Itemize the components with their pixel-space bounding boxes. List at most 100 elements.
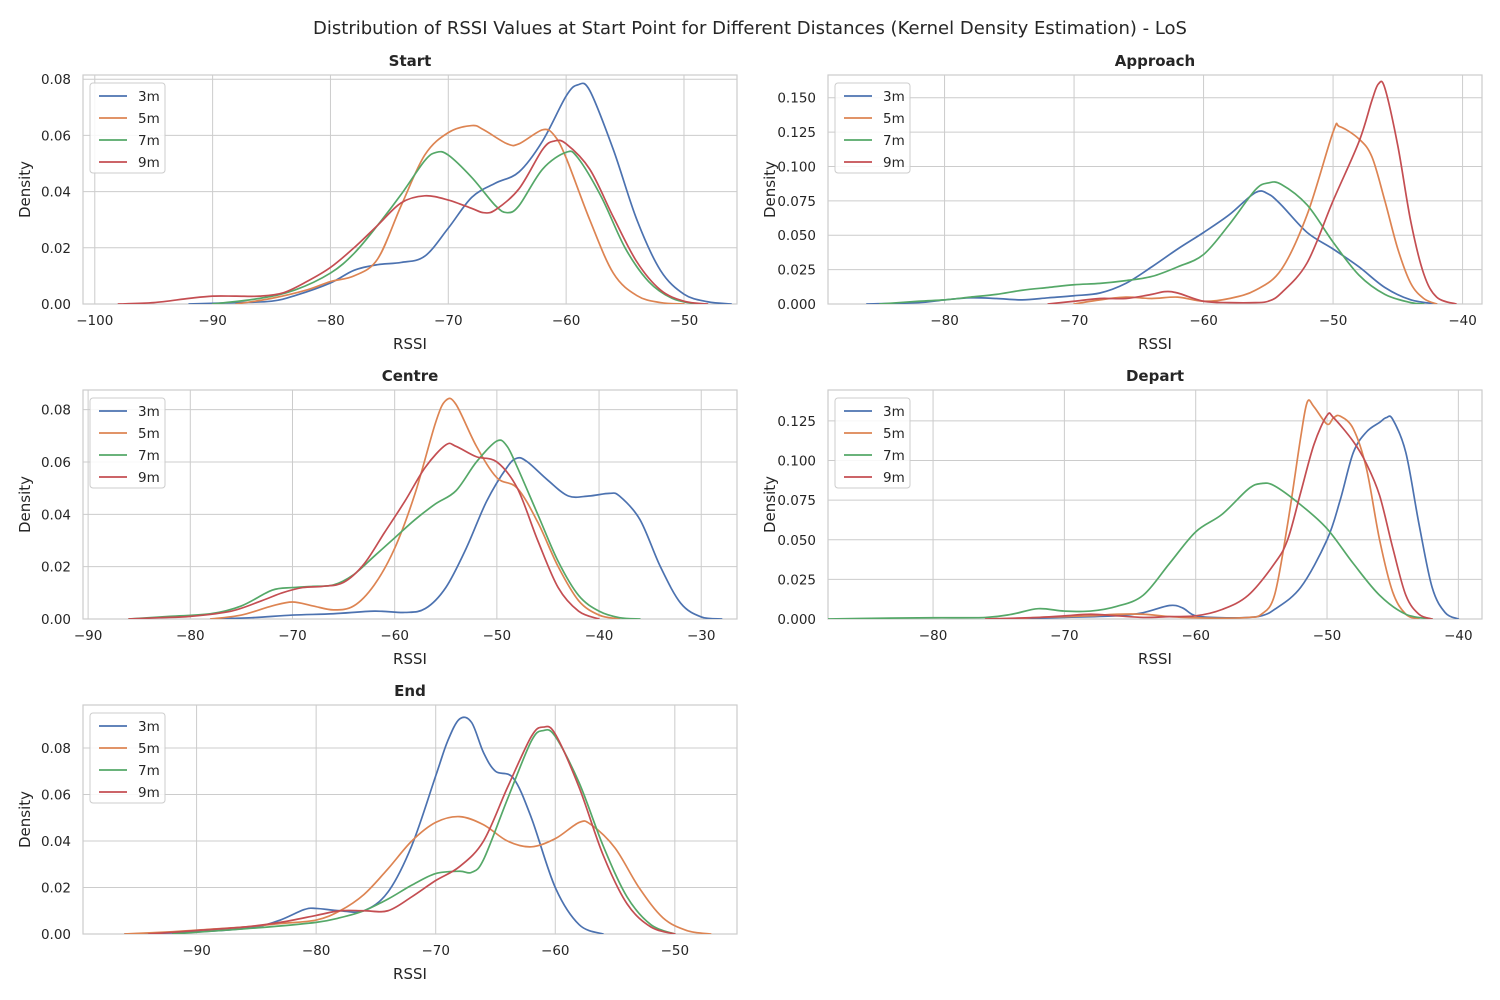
x-tick-label: −90 <box>182 943 211 959</box>
y-tick-label: 0.125 <box>777 414 816 430</box>
legend-label: 9m <box>138 785 160 801</box>
x-tick-label: −50 <box>670 313 699 329</box>
legend-label: 7m <box>883 448 905 464</box>
y-tick-label: 0.000 <box>777 612 816 628</box>
legend-label: 3m <box>138 404 160 420</box>
kde-line-5m <box>1073 122 1438 304</box>
kde-line-9m <box>128 442 600 619</box>
kde-line-7m <box>878 181 1425 304</box>
x-tick-label: −80 <box>176 628 205 644</box>
x-tick-label: −60 <box>380 628 409 644</box>
y-axis-label: Density <box>761 476 779 533</box>
legend-label: 5m <box>138 426 160 442</box>
legend-box <box>89 82 166 174</box>
y-tick-label: 0.02 <box>41 881 71 897</box>
x-tick-label: −40 <box>1448 313 1477 329</box>
kde-line-3m <box>1011 415 1460 619</box>
y-tick-label: 0.050 <box>777 533 816 549</box>
y-tick-label: 0.08 <box>41 741 71 757</box>
kde-line-9m <box>984 412 1433 619</box>
kde-line-3m <box>866 190 1438 304</box>
x-tick-label: −80 <box>316 313 345 329</box>
y-tick-label: 0.00 <box>41 612 71 628</box>
legend-box <box>89 397 166 489</box>
x-tick-label: −70 <box>1060 313 1089 329</box>
y-tick-label: 0.00 <box>41 927 71 943</box>
x-tick-label: −70 <box>434 313 463 329</box>
legend-label: 7m <box>138 448 160 464</box>
x-axis-label: RSSI <box>393 965 427 983</box>
y-tick-label: 0.125 <box>777 125 816 141</box>
legend-label: 9m <box>883 470 905 486</box>
legend-label: 3m <box>883 404 905 420</box>
x-tick-label: −90 <box>198 313 227 329</box>
y-tick-label: 0.100 <box>777 454 816 470</box>
y-tick-label: 0.025 <box>777 263 816 279</box>
kde-line-9m <box>147 725 676 934</box>
x-tick-label: −100 <box>76 313 113 329</box>
y-tick-label: 0.08 <box>41 403 71 419</box>
y-tick-label: 0.075 <box>777 194 816 210</box>
legend-label: 5m <box>883 111 905 127</box>
subplot-end: End −90 −80 −70 −60 −50 0.00 0.02 0.04 0.06 0.08 RS… <box>16 682 738 983</box>
y-tick-label: 0.02 <box>41 241 71 257</box>
y-tick-label: 0.000 <box>777 297 816 313</box>
y-tick-label: 0.050 <box>777 228 816 244</box>
y-axis-label: Density <box>761 161 779 218</box>
x-tick-label: −70 <box>421 943 450 959</box>
kde-line-9m <box>117 139 709 304</box>
legend-label: 7m <box>138 133 160 149</box>
x-tick-label: −60 <box>541 943 570 959</box>
y-axis-label: Density <box>16 791 34 848</box>
legend-label: 3m <box>138 89 160 105</box>
subplot-title: Approach <box>1115 52 1195 70</box>
series-group <box>828 399 1460 619</box>
plot-frame <box>827 74 1483 305</box>
kde-line-3m <box>209 456 723 619</box>
kde-line-5m <box>209 397 621 619</box>
x-tick-label: −40 <box>585 628 614 644</box>
subplot-depart: Depart −80 −70 −60 −50 −40 0.000 0.025 0.050 0.07… <box>761 367 1483 668</box>
x-tick-label: −50 <box>483 628 512 644</box>
x-tick-label: −90 <box>74 628 103 644</box>
subplot-title: Depart <box>1126 367 1184 385</box>
y-tick-label: 0.06 <box>41 128 71 144</box>
kde-line-7m <box>828 482 1433 619</box>
y-tick-label: 0.100 <box>777 159 816 175</box>
legend-label: 3m <box>138 719 160 735</box>
y-tick-label: 0.075 <box>777 493 816 509</box>
kde-line-5m <box>235 124 685 304</box>
kde-line-5m <box>1011 399 1420 619</box>
series-group <box>117 82 732 304</box>
legend-label: 5m <box>138 741 160 757</box>
legend-label: 9m <box>138 155 160 171</box>
subplot-start: Start −100 −90 −80 −70 −60 −50 0.00 0.02 0.04 0.06… <box>16 52 738 353</box>
legend-label: 9m <box>138 470 160 486</box>
x-tick-label: −50 <box>1319 313 1348 329</box>
series-group <box>128 397 723 619</box>
subplot-centre: Centre −90 −80 −70 −60 −50 −40 −30 0.00 0.02 0.04 0… <box>16 367 738 668</box>
plot-frame <box>827 389 1483 620</box>
y-tick-label: 0.02 <box>41 560 71 576</box>
y-axis-label: Density <box>16 161 34 218</box>
legend-label: 5m <box>138 111 160 127</box>
x-tick-label: −50 <box>1313 628 1342 644</box>
subplot-title: Start <box>389 52 432 70</box>
x-axis-label: RSSI <box>1138 650 1172 668</box>
kde-line-3m <box>188 82 732 304</box>
subplot-approach: Approach −80 −70 −60 −50 −40 0.000 0.025 0.050 0.… <box>761 52 1483 353</box>
y-tick-label: 0.06 <box>41 788 71 804</box>
figure-title: Distribution of RSSI Values at Start Poi… <box>313 18 1187 39</box>
legend-label: 7m <box>138 763 160 779</box>
legend-box <box>834 397 911 489</box>
y-tick-label: 0.00 <box>41 297 71 313</box>
plot-frame <box>82 389 738 620</box>
kde-line-9m <box>1047 80 1457 304</box>
series-group <box>866 80 1457 304</box>
legend-label: 7m <box>883 133 905 149</box>
x-axis-label: RSSI <box>393 650 427 668</box>
kde-line-7m <box>128 439 641 619</box>
kde-line-5m <box>124 815 712 934</box>
kde-line-7m <box>171 728 676 934</box>
